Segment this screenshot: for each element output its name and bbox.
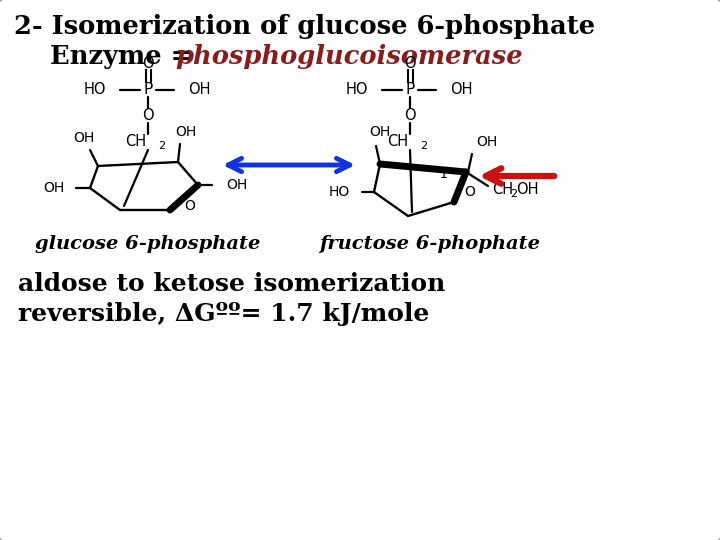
Text: O: O [142, 109, 154, 124]
Text: OH: OH [516, 183, 539, 198]
Text: HO: HO [346, 83, 368, 98]
Text: phosphoglucoisomerase: phosphoglucoisomerase [175, 44, 523, 69]
Text: glucose 6-phosphate: glucose 6-phosphate [35, 235, 261, 253]
Text: O: O [404, 57, 416, 71]
Text: 2- Isomerization of glucose 6-phosphate: 2- Isomerization of glucose 6-phosphate [14, 14, 595, 39]
Text: O: O [142, 57, 154, 71]
Text: OH: OH [369, 125, 391, 139]
Text: OH: OH [226, 178, 247, 192]
Text: OH: OH [176, 125, 197, 139]
Text: OH: OH [73, 131, 94, 145]
Text: HO: HO [84, 83, 106, 98]
Text: CH: CH [492, 183, 513, 198]
Text: 1: 1 [440, 168, 448, 181]
Text: 2: 2 [510, 189, 517, 199]
Text: 2: 2 [420, 141, 427, 151]
Text: OH: OH [188, 83, 210, 98]
Text: OH: OH [450, 83, 472, 98]
Text: HO: HO [329, 185, 350, 199]
Text: 2: 2 [158, 141, 165, 151]
Text: reversible, ΔGºº= 1.7 kJ/mole: reversible, ΔGºº= 1.7 kJ/mole [18, 302, 429, 326]
Text: CH: CH [125, 134, 146, 150]
Text: Enzyme =: Enzyme = [14, 44, 202, 69]
Text: fructose 6-phophate: fructose 6-phophate [320, 235, 541, 253]
Text: OH: OH [42, 181, 64, 195]
Text: O: O [404, 109, 416, 124]
Text: P: P [405, 83, 415, 98]
Text: O: O [184, 199, 195, 213]
Text: P: P [143, 83, 153, 98]
Text: CH: CH [387, 134, 408, 150]
Text: aldose to ketose isomerization: aldose to ketose isomerization [18, 272, 446, 296]
Text: OH: OH [476, 135, 498, 149]
Text: O: O [464, 185, 475, 199]
